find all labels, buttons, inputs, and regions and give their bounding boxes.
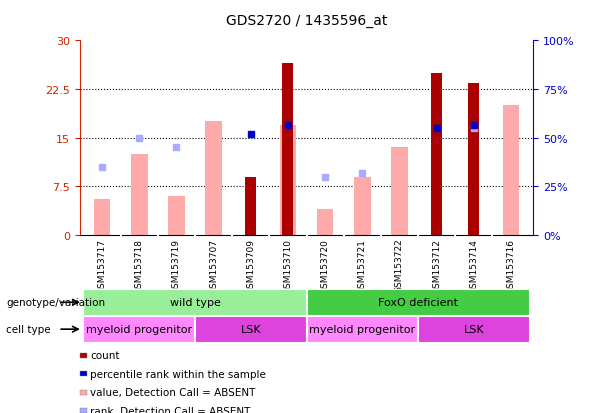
Bar [468,83,479,235]
Text: GSM153721: GSM153721 [358,238,367,293]
Bar [306,289,530,316]
Text: myeloid progenitor: myeloid progenitor [86,324,192,335]
Text: percentile rank within the sample: percentile rank within the sample [90,369,266,379]
Bar [431,74,442,235]
Text: GSM153714: GSM153714 [470,238,478,293]
Text: rank, Detection Call = ABSENT: rank, Detection Call = ABSENT [90,406,251,413]
Text: GSM153722: GSM153722 [395,238,404,293]
Text: cell type: cell type [6,324,51,335]
Bar [317,209,333,235]
Text: count: count [90,350,120,360]
Bar [168,197,185,235]
Text: LSK: LSK [240,324,261,335]
Text: GSM153719: GSM153719 [172,238,181,293]
Text: GSM153707: GSM153707 [209,238,218,293]
Text: GSM153720: GSM153720 [321,238,330,293]
Text: GSM153718: GSM153718 [135,238,143,293]
Bar [418,316,530,343]
Bar [283,64,294,235]
Bar [245,177,256,235]
Text: GDS2720 / 1435596_at: GDS2720 / 1435596_at [226,14,387,28]
Bar [391,148,408,235]
Text: myeloid progenitor: myeloid progenitor [309,324,416,335]
Bar [83,289,306,316]
Text: value, Detection Call = ABSENT: value, Detection Call = ABSENT [90,387,256,397]
Bar [195,316,306,343]
Text: genotype/variation: genotype/variation [6,297,105,308]
Bar [280,126,296,235]
Text: GSM153709: GSM153709 [246,238,255,293]
Text: wild type: wild type [170,297,221,308]
Bar [205,122,222,235]
Bar [354,177,371,235]
Text: GSM153717: GSM153717 [97,238,107,293]
Text: LSK: LSK [463,324,484,335]
Bar [503,106,519,235]
Bar [83,316,195,343]
Bar [94,200,110,235]
Text: FoxO deficient: FoxO deficient [378,297,458,308]
Text: GSM153716: GSM153716 [506,238,516,293]
Text: GSM153712: GSM153712 [432,238,441,293]
Bar [131,154,148,235]
Bar [306,316,418,343]
Text: GSM153710: GSM153710 [283,238,292,293]
